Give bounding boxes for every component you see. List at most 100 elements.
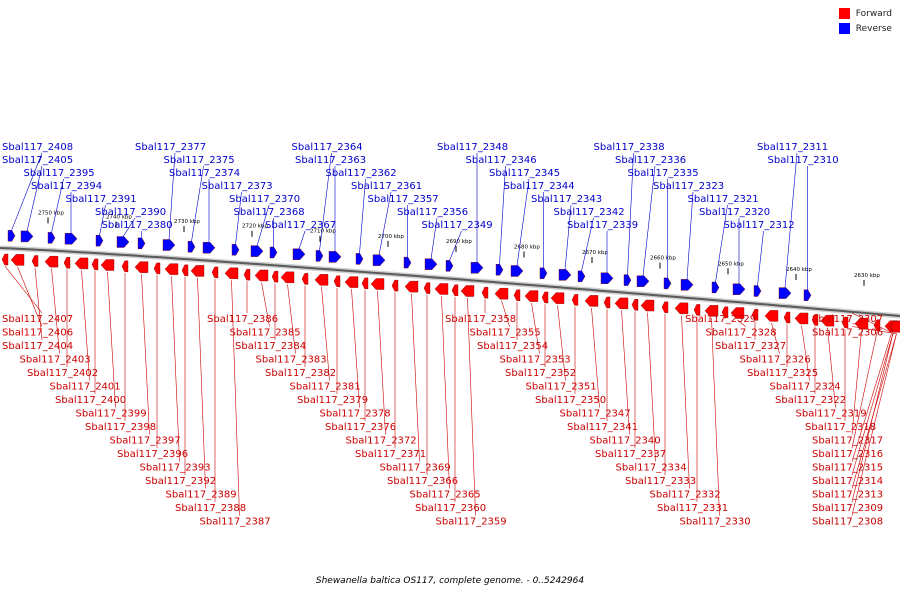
forward-gene-label: Sbal117_2385 — [230, 328, 301, 339]
reverse-gene-label: Sbal117_2336 — [615, 155, 686, 166]
reverse-gene-label: Sbal117_2391 — [66, 194, 137, 205]
reverse-gene-arrow — [577, 270, 586, 283]
reverse-gene-arrow — [47, 232, 56, 244]
forward-gene-label: Sbal117_2354 — [477, 341, 548, 352]
reverse-leader-line — [122, 217, 136, 238]
reverse-gene-arrow — [623, 274, 632, 286]
forward-gene-arrow — [704, 305, 719, 317]
reverse-gene-arrow — [636, 275, 650, 287]
reverse-gene-label: Sbal117_2395 — [24, 168, 95, 179]
axis-tick-label: 2730 kbp — [174, 219, 200, 225]
genome-caption: Shewanella baltica OS117, complete genom… — [315, 576, 585, 586]
reverse-gene-arrow — [424, 258, 438, 270]
reverse-gene-label: Sbal117_2377 — [135, 142, 206, 153]
reverse-leader-line — [235, 191, 242, 245]
reverse-gene-label: Sbal117_2370 — [229, 194, 300, 205]
forward-gene-arrow — [451, 284, 459, 296]
forward-gene-arrow — [854, 317, 869, 330]
reverse-leader-line — [715, 204, 728, 283]
forward-gene-label: Sbal117_2327 — [715, 341, 786, 352]
forward-gene-label: Sbal117_2352 — [505, 368, 576, 379]
reverse-leader-line — [298, 230, 306, 250]
axis-tick-label: 2720 kbp — [242, 224, 268, 230]
forward-gene-label: Sbal117_2387 — [200, 517, 271, 528]
reverse-gene-arrow — [445, 260, 454, 272]
forward-gene-label: Sbal117_2402 — [27, 368, 98, 379]
forward-gene-label: Sbal117_2341 — [567, 422, 638, 433]
forward-gene-arrow — [524, 290, 539, 302]
forward-gene-label: Sbal117_2369 — [380, 463, 451, 474]
reverse-leader-line — [686, 191, 694, 280]
forward-gene-label: Sbal117_2307 — [812, 314, 883, 325]
reverse-gene-arrow — [803, 289, 812, 301]
forward-leader-line — [771, 322, 780, 354]
forward-leader-line — [851, 333, 892, 462]
reverse-gene-arrow — [95, 234, 104, 247]
reverse-gene-arrow — [328, 251, 342, 263]
forward-leader-line — [851, 333, 897, 516]
forward-leader-line — [231, 280, 240, 516]
reverse-gene-label: Sbal117_2373 — [202, 181, 273, 192]
forward-gene-label: Sbal117_2399 — [76, 409, 147, 420]
forward-gene-label: Sbal117_2386 — [207, 314, 278, 325]
forward-leader-line — [621, 310, 630, 435]
forward-gene-label: Sbal117_2337 — [595, 449, 666, 460]
backbone-line — [0, 247, 900, 317]
forward-gene-arrow — [764, 310, 779, 322]
forward-leader-line — [287, 284, 296, 354]
reverse-leader-line — [359, 178, 366, 254]
reverse-gene-label: Sbal117_2390 — [95, 207, 166, 218]
forward-gene-label: Sbal117_2350 — [535, 395, 606, 406]
reverse-leader-line — [191, 165, 204, 242]
reverse-gene-arrow — [202, 242, 216, 254]
forward-gene-label: Sbal117_2324 — [770, 382, 841, 393]
reverse-gene-arrow — [250, 245, 264, 257]
forward-gene-arrow — [541, 291, 549, 304]
forward-leader-line — [51, 268, 60, 354]
forward-leader-line — [501, 300, 510, 327]
reverse-gene-label: Sbal117_2375 — [164, 155, 235, 166]
forward-gene-label: Sbal117_2396 — [117, 449, 188, 460]
forward-gene-arrow — [693, 304, 701, 316]
reverse-gene-label: Sbal117_2349 — [422, 220, 493, 231]
reverse-gene-label: Sbal117_2342 — [554, 207, 625, 218]
reverse-gene-arrow — [372, 254, 386, 266]
forward-leader-line — [851, 330, 862, 435]
forward-gene-label: Sbal117_2376 — [325, 422, 396, 433]
forward-gene-arrow — [721, 306, 729, 318]
forward-gene-label: Sbal117_2332 — [650, 490, 721, 501]
reverse-gene-labels: Sbal117_2408 Sbal117_2405 Sbal117_2395 Sbal… — [2, 142, 839, 291]
forward-gene-label: Sbal117_2308 — [812, 517, 883, 528]
reverse-gene-arrow — [7, 230, 16, 242]
forward-gene-labels: Sbal117_2407 Sbal117_2406 Sbal117_2404 Sbal… — [2, 265, 897, 528]
forward-gene-label: Sbal117_2315 — [812, 463, 883, 474]
forward-leader-line — [351, 289, 360, 408]
forward-gene-arrow — [44, 255, 59, 268]
reverse-gene-arrow — [753, 285, 762, 297]
forward-gene-label: Sbal117_2365 — [410, 490, 481, 501]
forward-gene-arrow — [513, 289, 521, 301]
forward-gene-label: Sbal117_2317 — [812, 436, 883, 447]
reverse-gene-arrow — [292, 248, 306, 260]
forward-gene-arrow — [314, 274, 329, 286]
forward-gene-arrow — [181, 264, 189, 277]
forward-gene-arrow — [603, 296, 611, 309]
forward-gene-arrow — [280, 271, 295, 284]
reverse-gene-arrow — [137, 237, 146, 250]
reverse-gene-label: Sbal117_2394 — [31, 181, 102, 192]
axis-tick-label: 2710 kbp — [310, 229, 336, 235]
forward-leader-line — [141, 274, 150, 435]
forward-gene-label: Sbal117_2401 — [50, 382, 121, 393]
forward-gene-label: Sbal117_2398 — [85, 422, 156, 433]
forward-gene-arrow — [164, 263, 179, 275]
legend-reverse-label: Reverse — [855, 23, 892, 34]
forward-leader-line — [81, 270, 90, 381]
forward-gene-label: Sbal117_2379 — [297, 395, 368, 406]
forward-gene-arrow — [481, 286, 489, 299]
forward-gene-arrow — [361, 277, 369, 290]
reverse-gene-arrow — [663, 277, 672, 290]
forward-gene-label: Sbal117_2381 — [290, 382, 361, 393]
forward-leader-line — [377, 291, 386, 435]
forward-gene-arrow — [783, 311, 791, 324]
reverse-leader-line — [499, 165, 506, 265]
